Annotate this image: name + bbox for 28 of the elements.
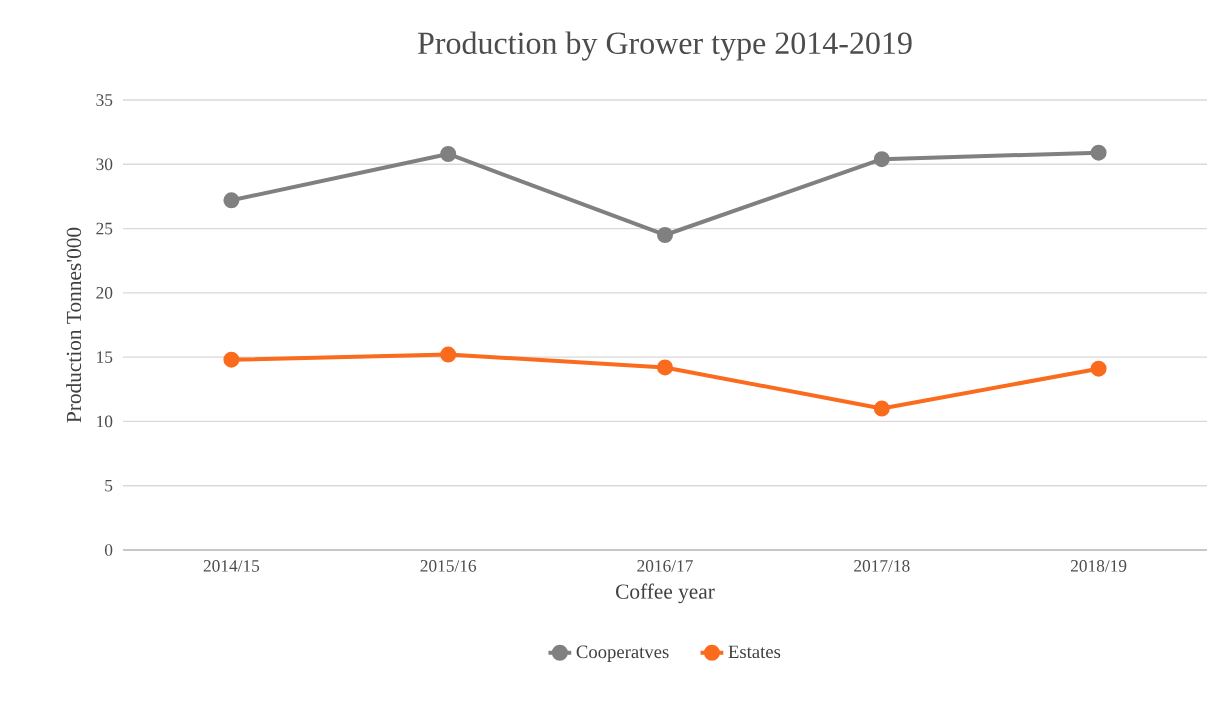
legend-label: Cooperatves [576,645,669,662]
point [440,346,457,363]
y-tick-label: 25 [96,222,113,235]
point [1090,144,1107,161]
point [1090,360,1107,377]
point [657,227,674,243]
y-tick-label: 20 [96,287,113,299]
x-tick-label: 2017/18 [854,560,910,572]
point [440,146,457,162]
y-axis-title: Production Tonnes'000 [66,227,82,423]
x-axis-title: Coffee year [616,583,715,604]
point [873,151,890,168]
x-tick-label: 2018/19 [1070,560,1127,572]
point [873,400,890,417]
point [657,359,674,376]
point [223,351,240,368]
chart-title: Production by Grower type 2014-2019 [417,31,912,61]
y-tick-label: 35 [96,94,113,106]
y-tick-label: 10 [97,415,113,428]
x-tick-label: 2014/15 [203,560,260,572]
legend-label: Estates [728,645,781,659]
x-tick-label: 2015/16 [420,560,477,572]
y-tick-label: 30 [96,158,113,171]
x-tick-label: 2016/17 [637,560,693,572]
y-tick-label: 15 [97,351,113,363]
y-tick-label: 5 [105,479,113,492]
point [223,192,240,209]
y-tick-label: 0 [104,544,113,556]
